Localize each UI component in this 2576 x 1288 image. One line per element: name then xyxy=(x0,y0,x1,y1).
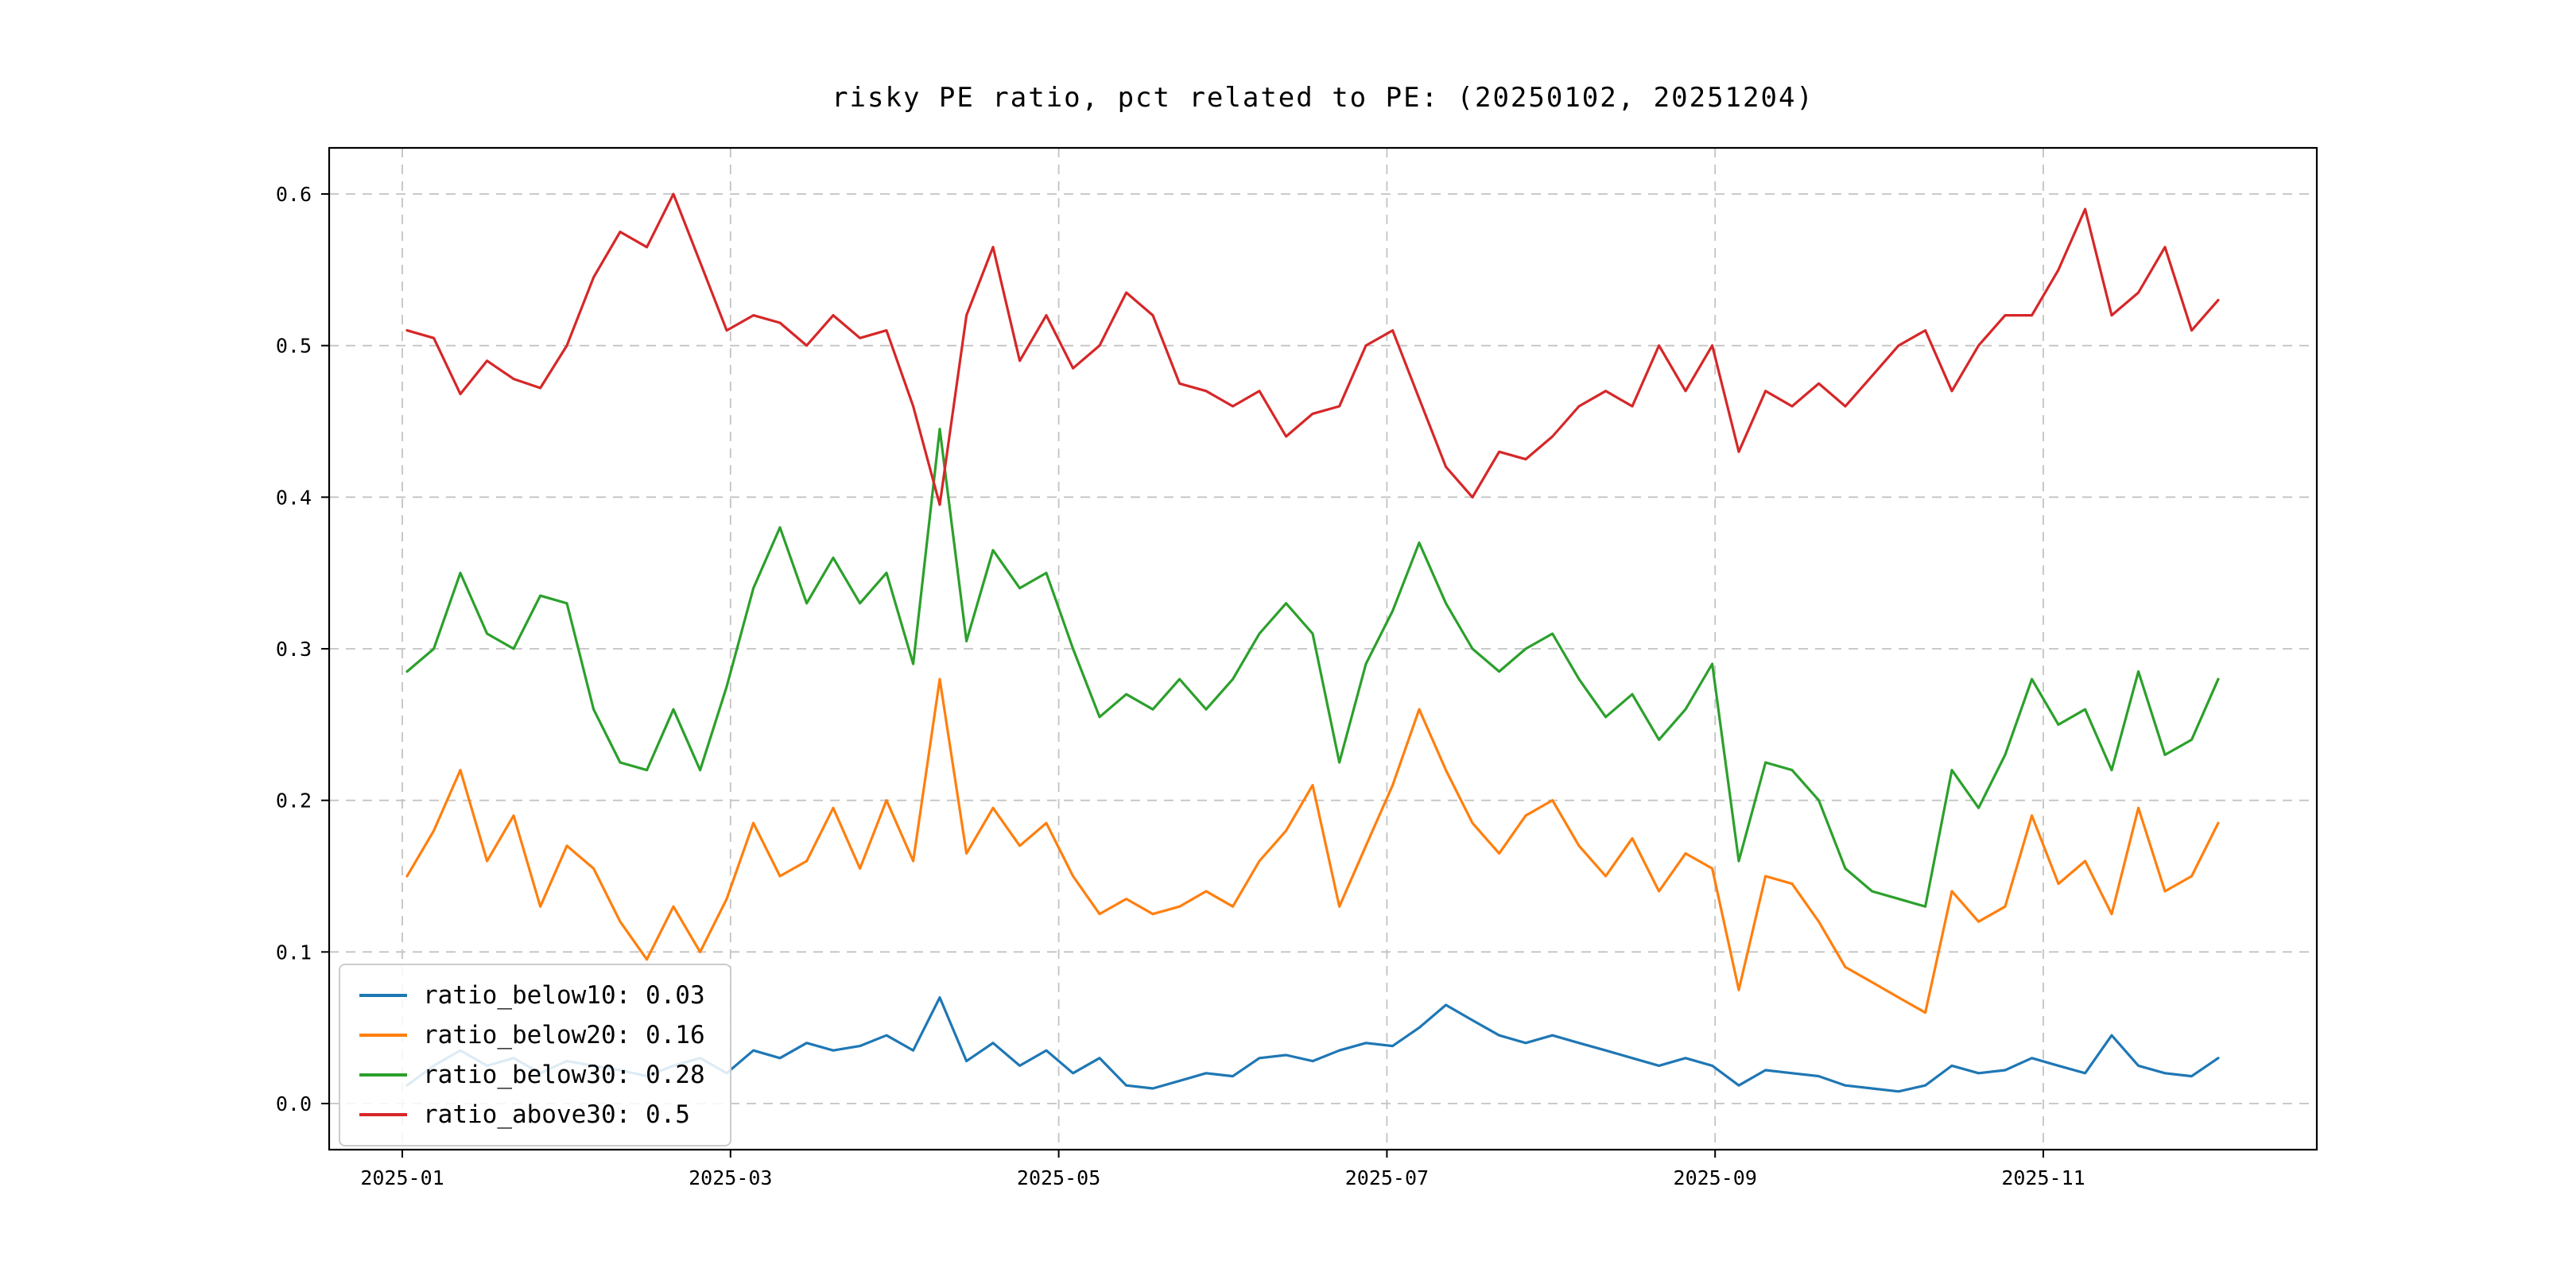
y-tick-label: 0.4 xyxy=(276,486,312,509)
y-tick-label: 0.0 xyxy=(276,1092,312,1115)
x-tick-label: 2025-05 xyxy=(1017,1166,1100,1189)
legend-label: ratio_below10: 0.03 xyxy=(423,981,705,1010)
series-line-ratio_below20 xyxy=(405,677,2220,1014)
series-line-ratio_above30 xyxy=(405,192,2220,506)
x-tick-label: 2025-01 xyxy=(360,1166,444,1189)
plot-border xyxy=(328,146,2318,1151)
series-line-ratio_below30 xyxy=(405,427,2220,908)
legend-item: ratio_below10: 0.03 xyxy=(359,981,705,1010)
y-tick-label: 0.2 xyxy=(276,789,312,813)
x-tick-label: 2025-07 xyxy=(1345,1166,1429,1189)
legend-line-swatch xyxy=(359,1033,407,1038)
legend-item: ratio_above30: 0.5 xyxy=(359,1100,705,1129)
y-tick-label: 0.6 xyxy=(276,183,312,206)
legend-item: ratio_below30: 0.28 xyxy=(359,1061,705,1089)
legend-line-swatch xyxy=(359,993,407,998)
legend-item: ratio_below20: 0.16 xyxy=(359,1021,705,1049)
y-tick-label: 0.1 xyxy=(276,941,312,964)
legend-label: ratio_below30: 0.28 xyxy=(423,1061,705,1089)
legend-label: ratio_above30: 0.5 xyxy=(423,1100,690,1129)
legend-line-swatch xyxy=(359,1112,407,1117)
x-tick-label: 2025-09 xyxy=(1674,1166,1757,1189)
chart-title: risky PE ratio, pct related to PE: (2025… xyxy=(832,83,1814,114)
y-tick-label: 0.3 xyxy=(276,638,312,661)
x-tick-label: 2025-03 xyxy=(689,1166,772,1189)
legend-label: ratio_below20: 0.16 xyxy=(423,1021,705,1049)
legend: ratio_below10: 0.03 ratio_below20: 0.16 ra… xyxy=(339,964,732,1146)
x-tick-label: 2025-11 xyxy=(2001,1166,2085,1189)
y-tick-label: 0.5 xyxy=(276,335,312,358)
legend-line-swatch xyxy=(359,1073,407,1077)
